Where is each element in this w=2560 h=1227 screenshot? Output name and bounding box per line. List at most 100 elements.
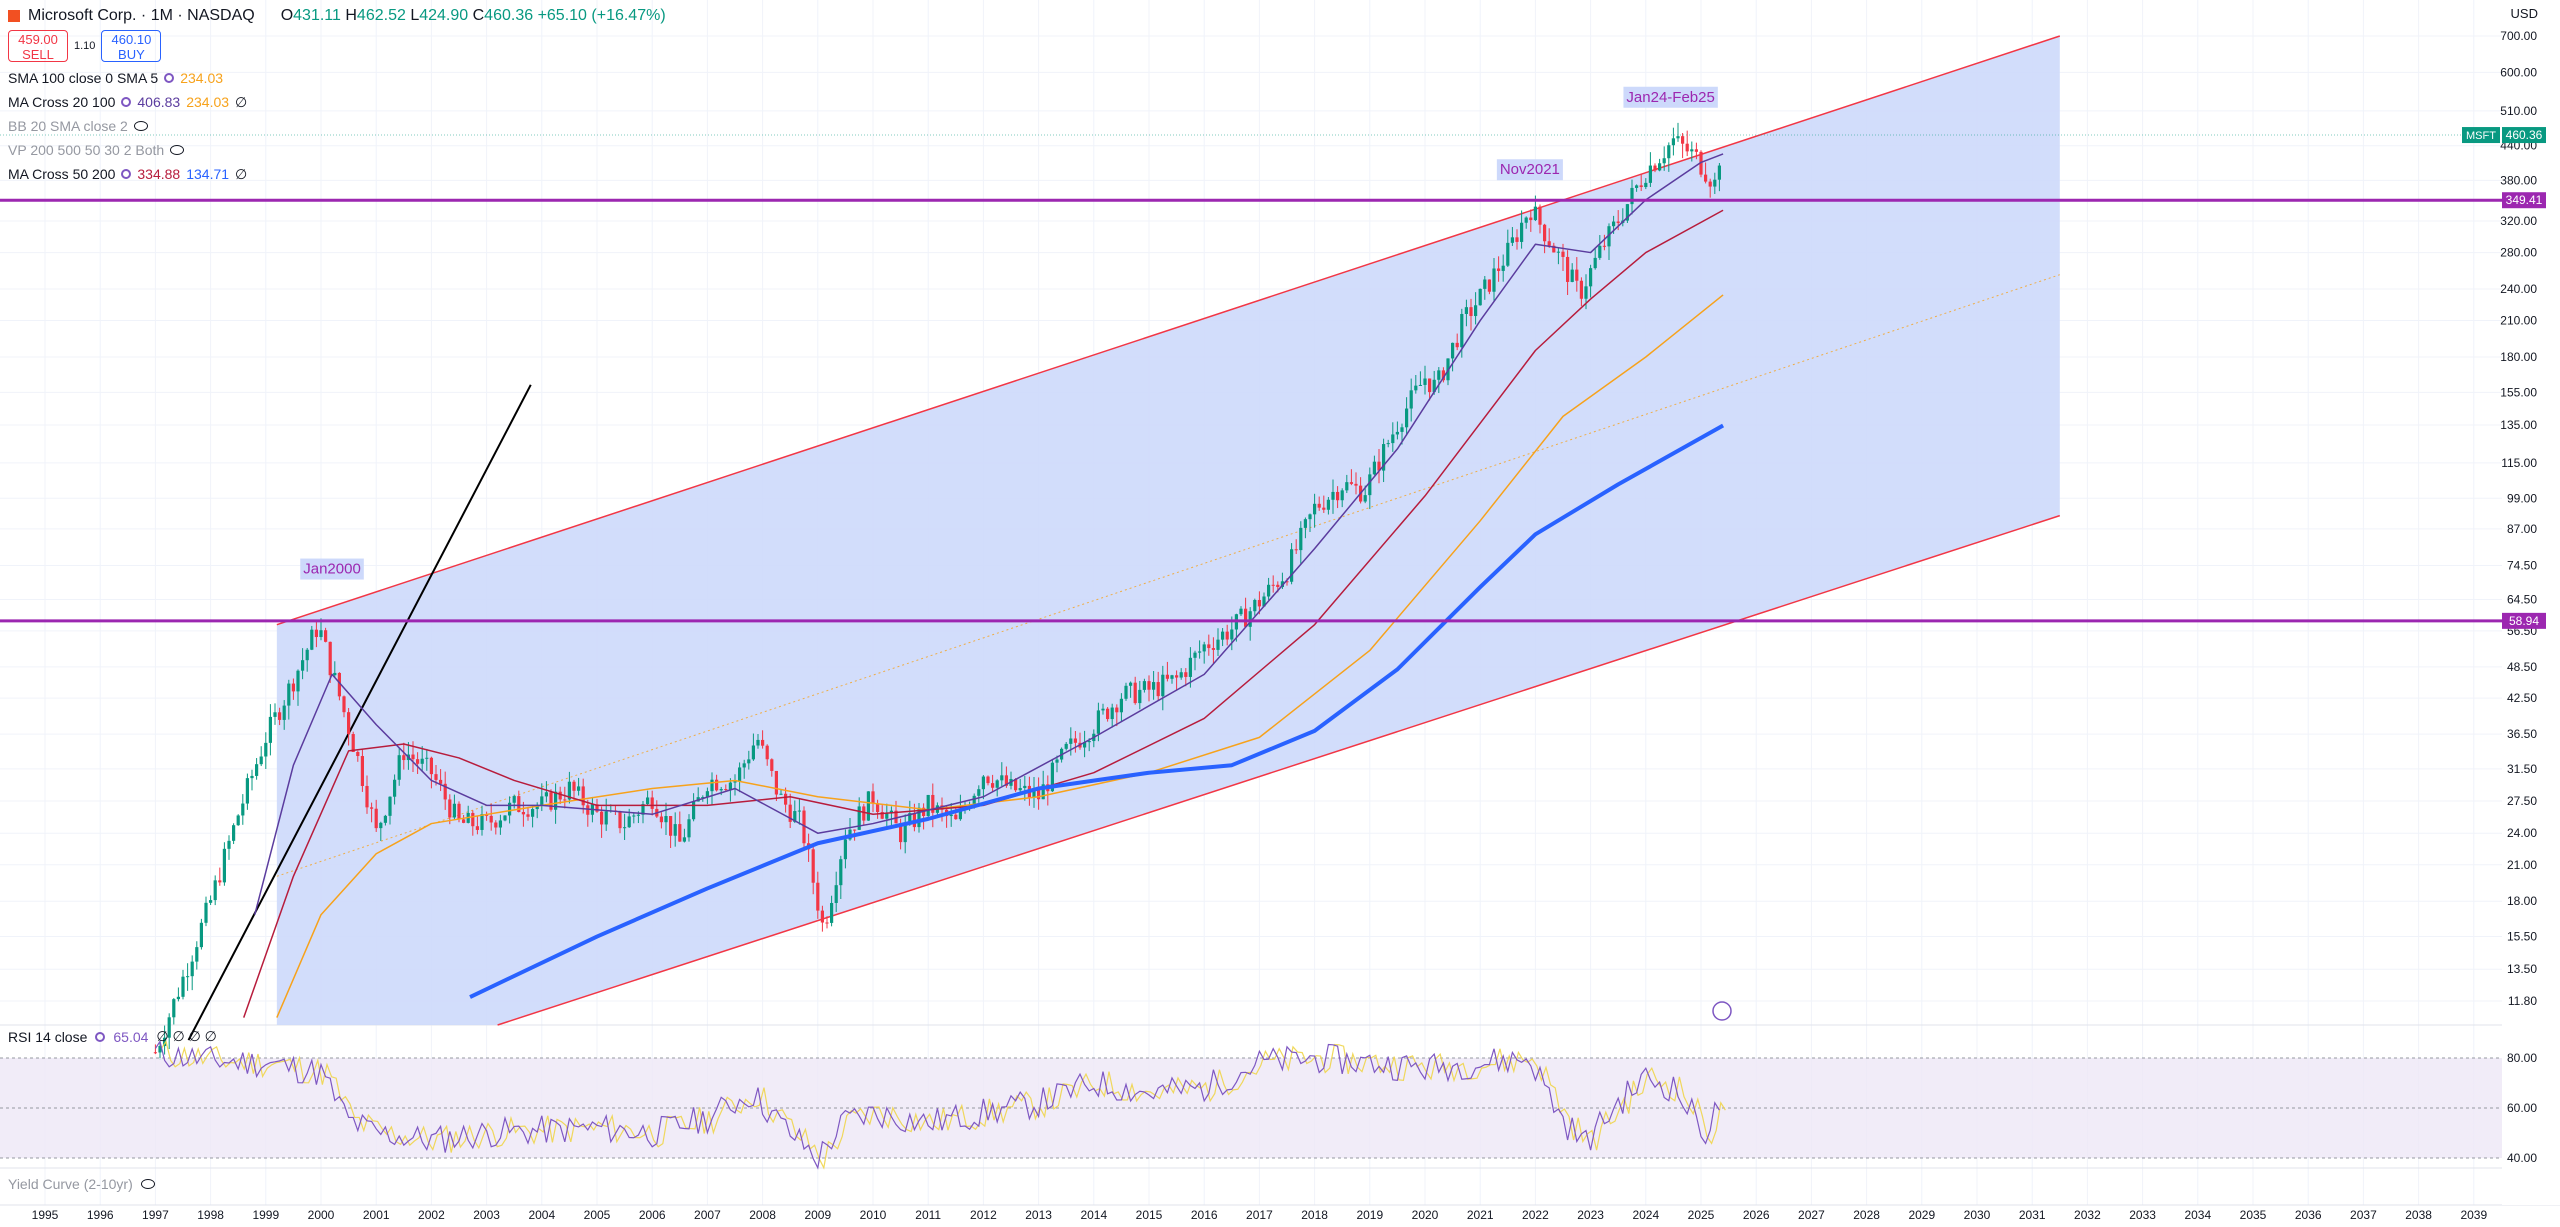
lightning-icon[interactable] [1712, 1001, 1732, 1021]
indicator-value-2: 234.03 [186, 94, 230, 110]
candle-body [301, 660, 305, 671]
eye-hidden-icon[interactable] [133, 121, 148, 131]
candle-body [1432, 379, 1436, 393]
time-tick-label: 2017 [1246, 1208, 1273, 1222]
buy-button[interactable]: 460.10 BUY [101, 30, 162, 62]
indicator-label: SMA 100 close 0 SMA 5 [8, 70, 159, 86]
candle-body [1598, 245, 1602, 258]
indicator-vp[interactable]: VP 200 500 50 30 2 Both [8, 138, 666, 162]
trend-line [187, 384, 532, 1041]
candle-body [1639, 185, 1643, 188]
time-tick-label: 2029 [1908, 1208, 1935, 1222]
indicator-value: 234.03 [180, 70, 224, 86]
candle-body [1520, 222, 1524, 242]
eye-hidden-icon[interactable] [140, 1179, 155, 1189]
candle-body [535, 805, 539, 810]
candle-body [894, 810, 898, 824]
time-tick-label: 2022 [1522, 1208, 1549, 1222]
candle-body [388, 796, 392, 816]
symbol-title[interactable]: Microsoft Corp. · 1M · NASDAQ [28, 7, 255, 24]
annotation-background [1623, 86, 1718, 108]
candle-body [1437, 370, 1441, 380]
eye-hidden-icon[interactable] [170, 145, 185, 155]
candle-body [802, 810, 806, 844]
candle-body [1221, 631, 1225, 640]
candle-body [1409, 390, 1413, 409]
settings-icon[interactable] [95, 1031, 106, 1042]
candle-body [153, 1052, 157, 1054]
candle-body [1000, 775, 1004, 781]
time-tick-label: 2024 [1632, 1208, 1659, 1222]
indicator-ma-cross-50-200[interactable]: MA Cross 50 200 334.88 134.71 ∅ [8, 162, 666, 186]
candle-body [866, 791, 870, 821]
indicator-sma100[interactable]: SMA 100 close 0 SMA 5 234.03 [8, 66, 666, 90]
rsi-value: 65.04 [113, 1028, 149, 1045]
yield-curve-legend[interactable]: Yield Curve (2-10yr) [8, 1176, 155, 1192]
price-tick-label: 380.00 [2500, 173, 2537, 187]
candle-body [1451, 342, 1455, 359]
settings-icon[interactable] [164, 73, 175, 83]
time-tick-label: 2019 [1356, 1208, 1383, 1222]
indicator-value-1: 334.88 [137, 166, 181, 182]
candle-body [1428, 378, 1432, 393]
ma50-line [243, 209, 1724, 1018]
candle-body [296, 670, 300, 692]
candle-body [443, 783, 447, 800]
candle-body [1331, 491, 1335, 500]
settings-icon[interactable] [121, 169, 132, 179]
title-row: Microsoft Corp. · 1M · NASDAQ O431.11 H4… [8, 4, 666, 28]
last-price-badge [2502, 127, 2546, 144]
candle-body [1694, 149, 1698, 152]
candle-body [738, 767, 742, 782]
time-tick-label: 2000 [308, 1208, 335, 1222]
settings-icon[interactable] [121, 97, 132, 107]
candle-body [1395, 431, 1399, 435]
candle-body [305, 649, 309, 661]
candle-body [1340, 490, 1344, 501]
candle-body [1483, 279, 1487, 289]
ohlc-values: O431.11 H462.52 L424.90 C460.36 +65.10 (… [281, 4, 666, 28]
price-tick-label: 99.00 [2507, 491, 2537, 505]
rsi-legend[interactable]: RSI 14 close 65.04 ∅ ∅ ∅ ∅ [8, 1028, 217, 1045]
time-tick-label: 2018 [1301, 1208, 1328, 1222]
candle-body [1566, 256, 1570, 282]
candle-body [899, 823, 903, 843]
candle-body [1004, 775, 1008, 786]
candle-body [784, 793, 788, 805]
indicator-ma-cross-20-100[interactable]: MA Cross 20 100 406.83 234.03 ∅ [8, 90, 666, 114]
candle-body [1405, 408, 1409, 428]
candle-body [310, 629, 314, 650]
annotation-label: Jan24-Feb25 [1626, 89, 1714, 106]
candle-body [259, 756, 263, 765]
indicator-label: MA Cross 50 200 [8, 166, 116, 182]
indicator-bb[interactable]: BB 20 SMA close 2 [8, 114, 666, 138]
candle-body [273, 712, 277, 717]
annotation-background [1496, 159, 1563, 181]
candle-body [360, 756, 364, 786]
candle-body [1414, 385, 1418, 391]
candle-body [788, 804, 792, 822]
candle-body [1023, 785, 1027, 789]
candle-body [1129, 682, 1133, 686]
price-tick-label: 27.50 [2507, 794, 2537, 808]
candle-body [659, 816, 663, 823]
candle-body [241, 803, 245, 816]
candle-body [981, 776, 985, 790]
candle-body [411, 754, 415, 760]
time-tick-label: 2037 [2350, 1208, 2377, 1222]
sell-button[interactable]: 459.00 SELL [8, 30, 68, 62]
time-tick-label: 2011 [915, 1208, 941, 1222]
time-tick-label: 2035 [2240, 1208, 2267, 1222]
candle-body [264, 742, 268, 757]
l-value: 424.90 [419, 7, 469, 24]
price-tick-label: 42.50 [2507, 691, 2537, 705]
candle-body [1368, 474, 1372, 496]
candle-body [1524, 217, 1528, 223]
currency-label[interactable]: USD [2510, 6, 2538, 21]
candle-body [1547, 241, 1551, 246]
candle-body [1179, 672, 1183, 678]
candle-body [825, 922, 829, 924]
candle-body [227, 840, 231, 849]
candle-body [563, 799, 567, 801]
